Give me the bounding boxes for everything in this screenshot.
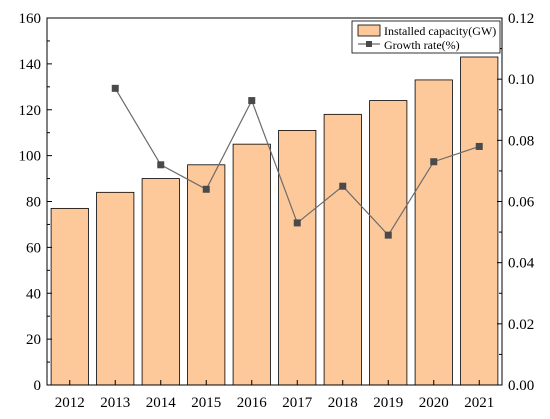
x-tick-label: 2020 — [419, 395, 449, 411]
x-tick-label: 2016 — [237, 395, 268, 411]
bar-2020 — [414, 79, 453, 386]
y-left-tick-label: 140 — [19, 57, 42, 73]
legend-swatch-growth-marker — [366, 41, 372, 47]
growth-point-2021 — [475, 142, 483, 150]
x-tick-label: 2012 — [55, 395, 85, 411]
bar-2019 — [369, 100, 408, 386]
legend-label-growth: Growth rate(%) — [384, 38, 460, 52]
y-left-tick-label: 60 — [26, 240, 41, 256]
bars-layer — [50, 56, 499, 386]
growth-point-2020 — [430, 158, 438, 166]
growth-point-2015 — [202, 185, 210, 193]
y-right-tick-label: 0.06 — [508, 195, 535, 211]
y-left-tick-label: 80 — [26, 195, 41, 211]
x-tick-label: 2018 — [328, 395, 358, 411]
bar-2015 — [187, 164, 226, 386]
y-left-tick-label: 20 — [26, 332, 41, 348]
x-tick-label: 2013 — [100, 395, 130, 411]
y-left-tick-label: 40 — [26, 286, 41, 302]
bar-2021 — [460, 56, 499, 386]
bar-2016 — [232, 143, 271, 386]
bar-2017 — [278, 129, 317, 386]
y-right-tick-label: 0.00 — [508, 378, 534, 394]
growth-line-layer — [111, 84, 483, 239]
bar-2012 — [50, 207, 89, 386]
y-right-tick-label: 0.04 — [508, 256, 535, 272]
x-tick-label: 2021 — [464, 395, 494, 411]
y-right-tick-label: 0.02 — [508, 317, 534, 333]
x-tick-label: 2015 — [191, 395, 221, 411]
x-tick-label: 2019 — [373, 395, 403, 411]
x-tick-label: 2014 — [146, 395, 177, 411]
bar-2013 — [96, 191, 135, 386]
growth-point-2016 — [248, 97, 256, 105]
y-right-tick-label: 0.12 — [508, 11, 534, 27]
bar-2018 — [323, 113, 362, 386]
y-right-tick-label: 0.10 — [508, 72, 534, 88]
growth-point-2014 — [157, 161, 165, 169]
bar-2014 — [141, 178, 180, 386]
growth-point-2018 — [339, 182, 347, 190]
growth-point-2013 — [111, 84, 119, 92]
growth-point-2019 — [384, 231, 392, 239]
y-left-tick-label: 120 — [19, 103, 42, 119]
legend-swatch-capacity — [357, 24, 381, 37]
y-left-tick-label: 160 — [19, 11, 42, 27]
y-left-tick-label: 100 — [19, 149, 42, 165]
y-left-tick-label: 0 — [34, 378, 42, 394]
y-right-tick-label: 0.08 — [508, 133, 534, 149]
legend: Installed capacity(GW)Growth rate(%) — [351, 20, 501, 54]
growth-point-2017 — [293, 219, 301, 227]
legend-label-capacity: Installed capacity(GW) — [384, 24, 496, 38]
axes-layer: 0 20 40 60 80 100 120 140 160 0.00 0.02 0.04 0.06 0.0… — [19, 11, 535, 411]
x-tick-label: 2017 — [282, 395, 313, 411]
